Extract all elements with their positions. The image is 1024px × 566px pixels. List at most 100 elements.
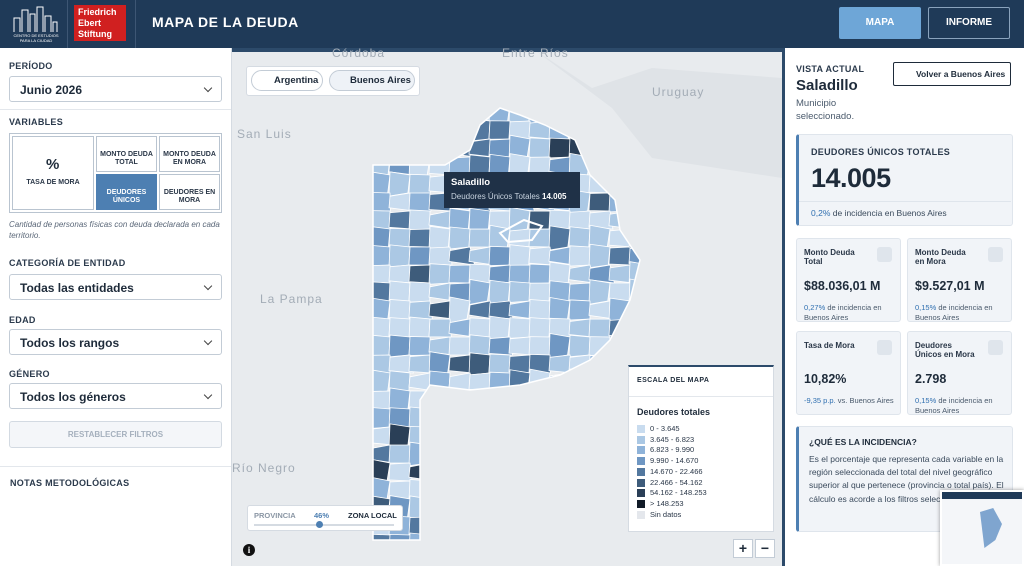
legend-label: 22.466 - 54.162 <box>650 477 703 487</box>
map-region <box>528 282 552 302</box>
variable-tile[interactable]: MONTO DEUDA EN MORA <box>159 136 220 172</box>
card-note-text: de incidencia en Buenos Aires <box>804 303 882 323</box>
legend-label: 6.823 - 9.990 <box>650 445 695 455</box>
variable-tile-selected[interactable]: DEUDORES ÚNICOS <box>96 174 157 210</box>
sidebar: PERÍODO Junio 2026 VARIABLES TASA DE MOR… <box>0 48 232 566</box>
map-region <box>388 444 412 464</box>
legend-label: 3.645 - 6.823 <box>650 434 695 444</box>
divider <box>799 201 1011 202</box>
card-title: Monto Deuda Total <box>804 248 855 267</box>
tooltip-metric: Deudores Únicos Totales 14.005 <box>451 192 573 201</box>
card-icon <box>988 247 1003 262</box>
map-region <box>408 209 431 231</box>
filter-select[interactable]: Todas las entidades <box>9 274 222 300</box>
divider <box>0 466 231 467</box>
map-region <box>388 533 411 540</box>
variable-tile[interactable]: TASA DE MORA <box>12 136 94 210</box>
map-region <box>388 423 411 449</box>
place-label: San Luis <box>237 127 292 141</box>
label: GÉNERO <box>9 369 50 379</box>
slider-handle[interactable] <box>316 521 323 528</box>
zoom-in[interactable]: + <box>733 539 753 558</box>
map-region <box>588 243 611 269</box>
metric-card: Monto Deuda Total $88.036,01 M 0,27% de in… <box>796 238 901 322</box>
card-note-text: vs. Buenos Aires <box>837 396 894 405</box>
map-region <box>608 246 633 266</box>
tooltip: Saladillo Deudores Únicos Totales 14.005 <box>444 172 580 208</box>
card-icon <box>988 340 1003 355</box>
map-region <box>408 192 432 212</box>
tab-map[interactable]: MAPA <box>839 7 921 39</box>
variable-tile[interactable]: DEUDORES EN MORA <box>159 174 220 210</box>
reset-button[interactable]: RESTABLECER FILTROS <box>9 421 222 448</box>
main-card: DEUDORES ÚNICOS TOTALES 14.005 0,2% de i… <box>796 134 1013 226</box>
slider[interactable]: PROVINCIA 46% ZONA LOCAL <box>247 505 403 531</box>
map-region <box>428 263 451 285</box>
metric-card: Monto Deuda en Mora $9.527,01 M 0,15% de i… <box>907 238 1012 322</box>
card-note: -9,35 p.p. vs. Buenos Aires <box>804 396 896 406</box>
map-region <box>528 317 551 339</box>
card-value: 2.798 <box>915 372 947 386</box>
period-select[interactable]: Junio 2026 <box>9 76 222 102</box>
legend-toggle[interactable]: ESCALA DEL MAPA <box>637 377 710 384</box>
header: CENTRO DE ESTUDIOS PARA LA CIUDAD Friedr… <box>0 0 1024 48</box>
legend-label: > 148.253 <box>650 498 684 508</box>
card-note-text: de incidencia en Buenos Aires <box>832 208 947 218</box>
legend-swatch <box>637 446 645 455</box>
card-note-text: de incidencia en Buenos Aires <box>915 303 993 323</box>
map-region <box>528 336 552 356</box>
map-region <box>488 336 514 356</box>
breadcrumb[interactable]: Argentina <box>251 70 323 91</box>
thumb-header <box>942 492 1022 499</box>
legend-title: Deudores totales <box>637 407 711 417</box>
map-region <box>488 245 511 267</box>
map-region <box>408 246 432 266</box>
filter-select[interactable]: Todos los rangos <box>9 329 222 355</box>
legend-label: 14.670 - 22.466 <box>650 466 703 476</box>
zoom-out[interactable]: − <box>755 539 775 558</box>
variable-tile[interactable]: MONTO DEUDA TOTAL <box>96 136 157 172</box>
map-region <box>488 279 511 305</box>
map-region <box>568 245 591 267</box>
card-note-value: -9,35 p.p. <box>804 396 836 405</box>
breadcrumb[interactable]: Buenos Aires <box>329 70 415 91</box>
place-label: La Pampa <box>260 292 323 306</box>
tooltip-value: 14.005 <box>542 192 567 201</box>
filter-select[interactable]: Todos los géneros <box>9 383 222 409</box>
tooltip-title: Saladillo <box>451 177 491 188</box>
legend-swatch <box>637 467 645 476</box>
legend-label: Sin datos <box>650 509 682 519</box>
selected-region[interactable] <box>498 218 544 244</box>
legend-swatch <box>637 478 645 487</box>
slider-value: 46% <box>314 511 330 520</box>
map-region <box>468 352 491 376</box>
place-label: Uruguay <box>652 85 704 99</box>
card-icon <box>877 247 892 262</box>
card-note: 0,15% de incidencia en Buenos Aires <box>915 303 1007 323</box>
metric-card: Deudores Únicos en Mora 2.798 0,15% de inc… <box>907 331 1012 415</box>
map-region <box>408 281 431 303</box>
map-region <box>468 207 491 233</box>
divider <box>629 396 773 397</box>
info-icon[interactable]: i <box>243 544 255 556</box>
slider-left: PROVINCIA <box>254 511 296 520</box>
tab-report[interactable]: INFORME <box>928 7 1010 39</box>
map-region <box>588 192 612 212</box>
legend-label: 0 - 3.645 <box>650 424 680 433</box>
card-note: 0,27% de incidencia en Buenos Aires <box>804 303 896 323</box>
map: Córdoba Entre Ríos Uruguay San Luis La Pampa… <box>232 48 782 566</box>
icon: % <box>46 156 60 173</box>
map-region <box>388 354 414 374</box>
screen-thumbnail[interactable] <box>940 490 1024 566</box>
notes-toggle[interactable]: NOTAS METODOLÓGICAS <box>10 478 130 488</box>
back-button[interactable]: Volver a Buenos Aires <box>893 62 1011 86</box>
legend-swatch <box>637 457 645 466</box>
card-note-value: 0,15% <box>915 303 937 312</box>
card-title: Deudores Únicos en Mora <box>915 341 975 360</box>
map-region <box>428 225 451 251</box>
map-region <box>588 279 611 305</box>
map-region <box>528 263 551 285</box>
map-region <box>388 334 411 358</box>
map-region <box>488 315 511 341</box>
